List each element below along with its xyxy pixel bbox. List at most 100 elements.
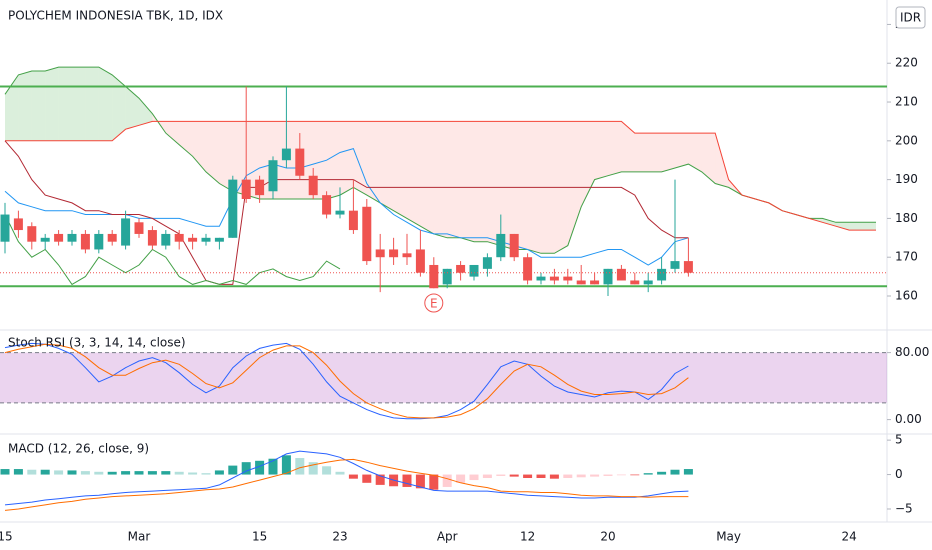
cloud xyxy=(822,218,836,227)
histogram-bar xyxy=(134,471,144,475)
cloud xyxy=(18,70,32,141)
cloud xyxy=(701,133,716,184)
x-tick-label: 12 xyxy=(520,530,535,544)
y-tick-label: 210 xyxy=(895,95,918,109)
histogram-bar xyxy=(563,474,573,478)
histogram-bar xyxy=(523,474,533,478)
histogram-bar xyxy=(322,466,332,475)
histogram-bar xyxy=(576,474,586,478)
histogram-bar xyxy=(429,474,439,490)
histogram-bar xyxy=(603,474,613,476)
histogram-bar xyxy=(375,474,385,485)
candle-body xyxy=(322,195,332,215)
candle-body xyxy=(268,160,278,192)
cloud xyxy=(165,121,180,145)
histogram-bar xyxy=(67,470,77,475)
x-tick-label: 23 xyxy=(332,530,347,544)
line xyxy=(5,120,876,231)
cloud xyxy=(514,121,528,250)
cloud xyxy=(58,67,72,141)
histogram-bar xyxy=(549,474,559,479)
candle-body xyxy=(469,264,479,277)
x-tick-label: Apr xyxy=(437,530,458,544)
cloud xyxy=(500,121,515,250)
line xyxy=(4,343,689,419)
histogram-bar xyxy=(362,474,372,483)
line xyxy=(4,140,689,285)
cloud xyxy=(621,121,635,172)
y-tick-label: 200 xyxy=(895,133,918,147)
candle-body xyxy=(496,233,506,258)
cloud xyxy=(648,133,662,172)
histogram-bar xyxy=(281,455,291,475)
y-tick-label: 0.00 xyxy=(895,412,922,426)
cloud xyxy=(45,67,59,141)
plot-layer: E 15 Mar 15 23 Apr 12 20 May 24 160 170 180 190 200 210… xyxy=(0,17,929,544)
cloud xyxy=(675,133,689,168)
histogram-bar xyxy=(643,473,653,475)
histogram-bar xyxy=(80,471,90,475)
cloud xyxy=(420,121,434,234)
candle-body xyxy=(509,233,519,258)
line xyxy=(4,66,876,254)
cloud xyxy=(608,121,622,176)
candle-body xyxy=(375,249,385,258)
candle-body xyxy=(0,214,10,242)
cloud xyxy=(487,121,501,246)
histogram-bar xyxy=(536,474,546,478)
histogram-bar xyxy=(657,471,667,475)
x-tick-label: May xyxy=(716,530,741,544)
cloud xyxy=(219,121,233,192)
cloud xyxy=(380,121,394,211)
histogram-bar xyxy=(241,462,251,475)
cloud xyxy=(5,74,19,141)
histogram-bar xyxy=(174,471,184,475)
candle-body xyxy=(228,179,238,238)
currency-box[interactable] xyxy=(895,6,926,29)
cloud xyxy=(393,121,407,219)
histogram-bar xyxy=(496,474,506,476)
cloud xyxy=(567,121,582,246)
histogram-bar xyxy=(147,471,157,475)
x-tick-label: Mar xyxy=(128,530,151,544)
candle-body xyxy=(643,280,653,285)
cloud xyxy=(433,121,448,238)
candle-body xyxy=(281,148,291,161)
y-tick-label: 180 xyxy=(895,211,918,225)
candle-body xyxy=(563,276,573,281)
candle-body xyxy=(255,179,265,196)
x-tick-label: 20 xyxy=(600,530,615,544)
candle-body xyxy=(456,264,466,273)
histogram-bar xyxy=(590,474,600,477)
cloud xyxy=(112,74,126,141)
cloud xyxy=(340,121,354,196)
cloud xyxy=(835,222,850,231)
candle-body xyxy=(429,264,439,289)
histogram-bar xyxy=(308,462,318,475)
histogram-bar xyxy=(442,474,452,487)
cloud xyxy=(31,70,46,141)
currency-label[interactable]: IDR xyxy=(900,11,921,25)
histogram-bar xyxy=(121,471,131,475)
candle-body xyxy=(362,206,372,262)
candle-body xyxy=(161,233,171,246)
y-tick-label: 80.00 xyxy=(895,345,929,359)
indicator-title: Stoch RSI (3, 3, 14, 14, close) xyxy=(8,336,186,350)
y-tick-label: 5 xyxy=(895,433,903,447)
earnings-marker xyxy=(424,293,444,313)
candle-body xyxy=(188,237,198,242)
candle-body xyxy=(442,268,452,285)
histogram-bar xyxy=(616,474,626,476)
cloud xyxy=(206,121,220,184)
candle-body xyxy=(536,276,546,281)
candle-body xyxy=(201,237,211,242)
line xyxy=(4,214,341,286)
histogram-bar xyxy=(255,460,265,475)
histogram-bar xyxy=(94,471,104,475)
histogram-bar xyxy=(0,469,10,475)
y-tick-label: −5 xyxy=(895,501,913,515)
cloud xyxy=(139,98,153,126)
candle-body xyxy=(389,249,399,258)
candle-body xyxy=(670,261,680,269)
x-tick-label: 24 xyxy=(842,530,857,544)
